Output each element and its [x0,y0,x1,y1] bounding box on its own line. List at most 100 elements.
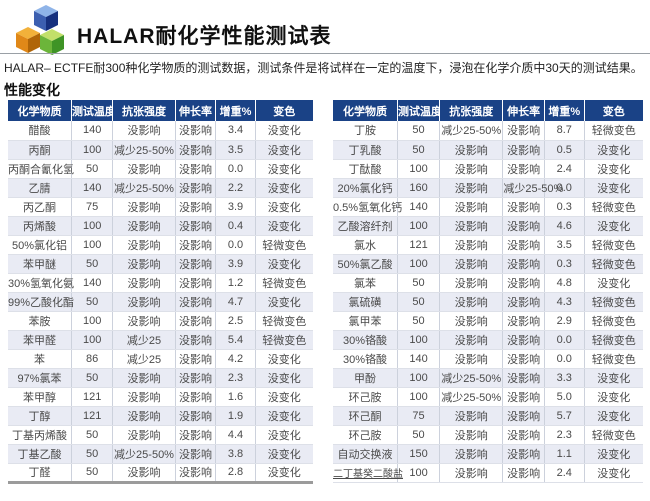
table-cell: 140 [71,273,114,293]
table-cell: 丁醛 [8,463,72,483]
table-cell: 没影响 [439,140,504,160]
table-cell: 100 [397,159,441,179]
table-cell: 丁酞酸 [333,159,398,179]
table-cell: 没影响 [175,330,217,350]
table-cell: 5.7 [544,406,585,426]
table-cell: 140 [397,197,441,217]
table-cell: 环己酮 [333,406,398,426]
table-cell: 没影响 [502,406,545,426]
table-cell: 没变化 [255,292,313,312]
table-cell: 没变化 [584,368,643,388]
table-row: 99%乙酸化酯 50 没影响 没影响 4.7 没变化 [8,292,313,312]
table-cell: 丁胺 [333,121,398,141]
table-cell: 没变化 [255,159,313,179]
table-cell: 30%铬酸 [333,349,398,369]
table-row: 0.5%氢氧化钙 140 没影响 没影响 0.3 轻微变色 [333,197,643,217]
table-cell: 100 [71,311,114,331]
table-cell: 没影响 [112,235,176,255]
table-cell: 没影响 [175,159,217,179]
table-cell: 没影响 [502,273,545,293]
table-row: 环己胺 100 减少25-50% 没影响 5.0 没变化 [333,387,643,407]
table-cell: 0.5%氢氧化钙 [333,197,402,217]
table-cell: 2.5 [215,311,256,331]
table-cell: 没影响 [175,349,217,369]
table-cell: 没影响 [502,254,545,274]
table-cell: 没影响 [502,425,545,445]
table-cell: 160 [397,178,441,198]
table-cell: 50 [71,425,114,445]
table-cell: 没变化 [584,463,643,483]
table-row: 丁基丙烯酸 50 没影响 没影响 4.4 没变化 [8,425,313,445]
table-cell: 轻微变色 [584,254,643,274]
table-row: 丙酮 100 减少25-50% 没影响 3.5 没变化 [8,140,313,160]
table-row: 苯甲醚 50 没影响 没影响 3.9 没变化 [8,254,313,274]
table-cell: 没影响 [175,387,217,407]
table-row: 氯甲苯 50 没影响 没影响 2.9 轻微变色 [333,311,643,331]
table-cell: 没影响 [439,235,504,255]
page-subtitle: HALAR– ECTFE耐300种化学物质的测试数据，测试条件是将试样在一定的温… [4,61,643,75]
table-cell: 没变化 [255,254,313,274]
table-cell: 121 [71,406,114,426]
table-row: 乙腈 140 减少25-50% 没影响 2.2 没变化 [8,178,313,198]
table-cell: 丙乙酮 [8,197,72,217]
table-cell: 100 [397,330,441,350]
table-cell: 没影响 [439,254,504,274]
table-cell: 50 [397,425,441,445]
table-cell: 轻微变色 [255,273,313,293]
table-cell: 轻微变色 [255,311,313,331]
table-cell: 50 [71,463,114,483]
table-cell: 没影响 [502,292,545,312]
table-cell: 2.4 [544,463,585,483]
table-cell: 轻微变色 [584,425,643,445]
table-cell: 1.6 [215,387,256,407]
table-cell: 8.7 [544,121,585,141]
table-row: 30%氢氧化氨 140 没影响 没影响 1.2 轻微变色 [8,273,313,293]
table-cell: 3.9 [215,254,256,274]
table-cell: 没影响 [112,121,176,141]
table-row: 环己胺 50 没影响 没影响 2.3 轻微变色 [333,425,643,445]
table-cell: 没影响 [439,311,504,331]
table-cell: 轻微变色 [584,197,643,217]
column-header: 化学物质 [8,100,72,121]
table-cell: 50 [397,311,441,331]
table-cell: 4.7 [215,292,256,312]
column-header: 变色 [255,100,313,121]
table-cell: 没影响 [175,368,217,388]
table-cell: 苯甲醇 [8,387,72,407]
table-cell: 1.1 [544,444,585,464]
column-header: 测试温度 [71,100,114,121]
table-cell: 苯胺 [8,311,72,331]
table-row: 二丁基癸二酸盐 100 没影响 没影响 2.4 没变化 [333,463,643,483]
table-cell: 丙酮 [8,140,72,160]
table-cell: 4.6 [544,216,585,236]
table-cell: 4.2 [215,349,256,369]
table-cell: 100 [71,216,114,236]
table-cell: 没影响 [112,197,176,217]
column-header: 增重% [544,100,585,121]
table-cell: 4.8 [544,273,585,293]
table-cell: 没影响 [439,273,504,293]
table-cell: 轻微变色 [255,235,313,255]
table-row: 丙乙酮 75 没影响 没影响 3.9 没变化 [8,197,313,217]
table-cell: 没影响 [439,330,504,350]
table-cell: 没影响 [175,140,217,160]
table-cell: 50 [71,444,114,464]
section-title: 性能变化 [4,82,60,98]
table-cell: 醋酸 [8,121,72,141]
table-cell: 减少25-50% [112,140,176,160]
table-cell: 没影响 [502,463,545,483]
table-cell: 没影响 [112,273,176,293]
table-header-row: 化学物质 测试温度 抗张强度 伸长率 增重% 变色 [333,100,643,121]
table-cell: 4.4 [215,425,256,445]
table-cell: 3.3 [544,368,585,388]
table-cell: 没影响 [175,216,217,236]
table-cell: 轻微变色 [584,330,643,350]
table-cell: 减少25-50% [439,121,504,141]
column-header: 化学物质 [333,100,398,121]
table-cell: 没影响 [502,235,545,255]
table-cell: 50 [71,159,114,179]
table-cell: 没影响 [439,463,504,483]
table-cell: 没变化 [255,197,313,217]
table-cell: 没影响 [175,121,217,141]
